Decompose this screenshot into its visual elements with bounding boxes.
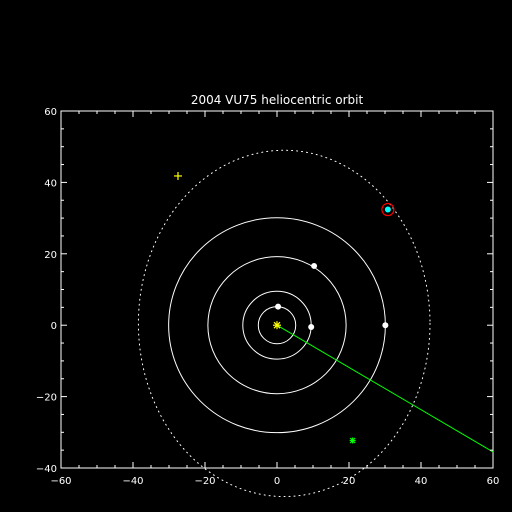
target-ring — [381, 202, 395, 217]
x-tick-label: 20 — [343, 476, 356, 487]
y-tick-label: −20 — [36, 393, 57, 404]
target-orbit-path — [137, 149, 431, 498]
marks-layer — [174, 171, 395, 444]
direction-line — [276, 324, 494, 453]
y-tick-label: −40 — [36, 464, 57, 475]
chart-title: 2004 VU75 heliocentric orbit — [191, 93, 364, 107]
x-tick-label: −20 — [194, 476, 215, 487]
planet-point — [311, 262, 318, 269]
y-tick-label: 40 — [44, 178, 57, 189]
y-tick-label: 20 — [44, 250, 57, 261]
x-tick-label: 40 — [415, 476, 428, 487]
x-tick-label: −40 — [122, 476, 143, 487]
planet-orbit-3 — [207, 256, 347, 395]
green-asterisk-marker — [349, 437, 356, 444]
y-tick-label: 60 — [44, 107, 57, 118]
planet-point — [382, 322, 389, 329]
x-tick-label: 60 — [487, 476, 500, 487]
sun-stroke — [273, 321, 281, 329]
x-tick-label: 0 — [274, 476, 280, 487]
marker-stroke — [349, 437, 356, 444]
planet-point — [275, 303, 282, 310]
planet-point — [308, 323, 315, 330]
direction-line-layer — [276, 324, 494, 453]
x-tick-label: −60 — [50, 476, 71, 487]
sun-marker — [273, 321, 281, 330]
target-point — [384, 206, 391, 213]
y-tick-label: 0 — [51, 321, 57, 332]
yellow-plus-marker — [174, 171, 182, 180]
